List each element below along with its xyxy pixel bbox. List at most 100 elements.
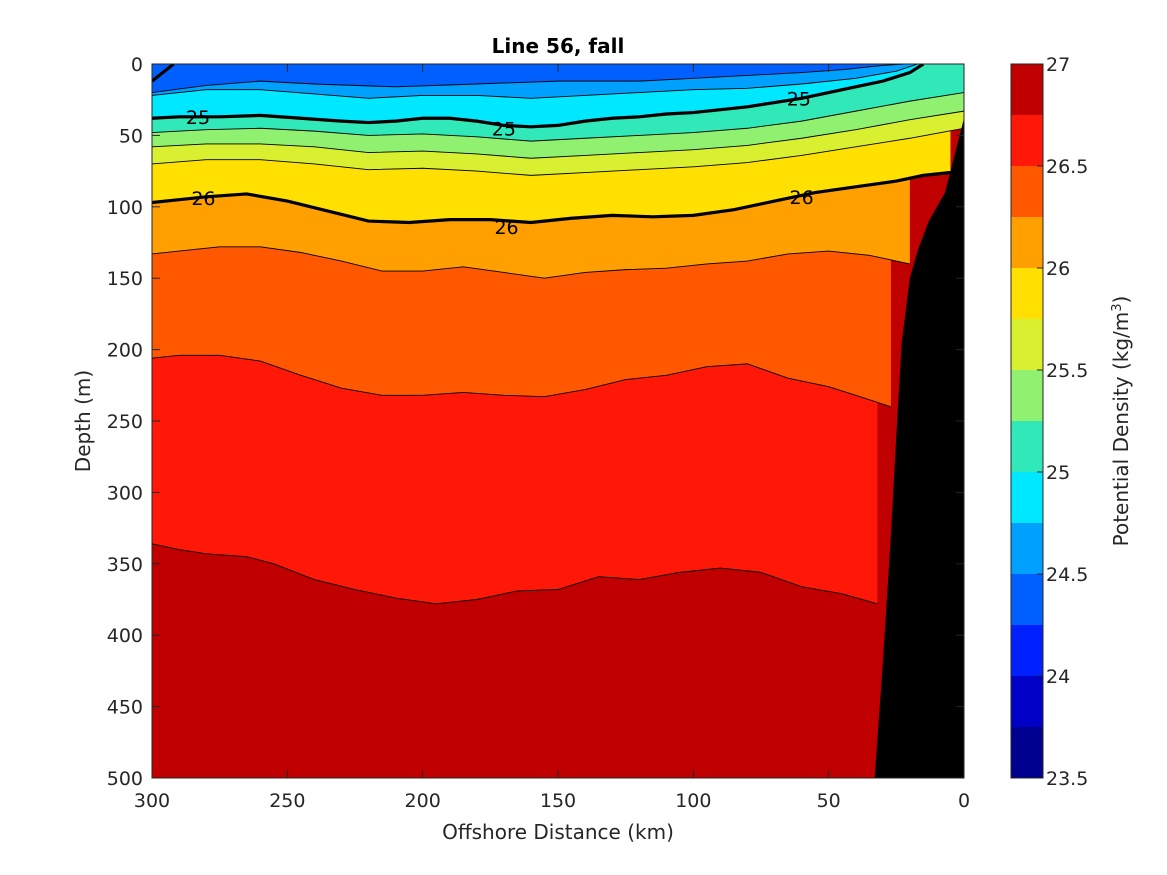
contour-label-text: 26	[790, 187, 814, 209]
axes: 300 250 200 150 100 50 00501001502002503003504…	[107, 54, 970, 812]
y-tick: 200	[107, 340, 964, 362]
contour-label-text: 26	[494, 217, 518, 239]
y-tick: 100	[107, 197, 964, 219]
contour-label-text: 25	[186, 107, 210, 129]
x-tick: 50	[817, 64, 841, 812]
contour-label: 26	[191, 188, 215, 210]
isopycnal-lines	[152, 64, 964, 605]
y-tick: 350	[107, 554, 964, 576]
colorbar-segment	[1011, 727, 1043, 778]
y-tick: 400	[107, 625, 964, 647]
colorbar-segment	[1011, 421, 1043, 472]
contour-label-text: 25	[787, 88, 811, 110]
colorbar-tick: 27	[1037, 54, 1070, 76]
chart-title: Line 56, fall	[492, 34, 625, 58]
x-tick: 150	[540, 64, 576, 812]
x-tick: 100	[675, 64, 711, 812]
colorbar-segment	[1011, 625, 1043, 676]
x-tick-label: 150	[540, 790, 576, 812]
x-tick-label: 50	[817, 790, 841, 812]
colorbar-tick: 26.5	[1037, 156, 1088, 178]
contour-label: 25	[186, 107, 210, 129]
colorbar-tick-label: 26	[1046, 258, 1070, 280]
colorbar-segment	[1011, 523, 1043, 574]
colorbar-tick-label: 24.5	[1046, 564, 1088, 586]
y-tick: 50	[119, 125, 964, 147]
y-tick-label: 500	[107, 768, 143, 790]
colorbar-segment	[1011, 370, 1043, 421]
bathymetry	[874, 118, 964, 779]
y-tick-label: 0	[131, 54, 143, 76]
y-tick-label: 400	[107, 625, 143, 647]
colorbar-tick: 23.5	[1037, 768, 1088, 790]
y-tick-label: 450	[107, 697, 143, 719]
x-axis-title: Offshore Distance (km)	[442, 820, 674, 844]
colorbar-tick-label: 26.5	[1046, 156, 1088, 178]
isopycnal-line	[152, 543, 878, 605]
colorbar-segment	[1011, 676, 1043, 727]
y-tick-label: 250	[107, 411, 143, 433]
colorbar-segment	[1011, 115, 1043, 166]
contour-fills	[152, 64, 964, 778]
y-tick: 150	[107, 268, 964, 290]
isopycnal-line	[152, 64, 919, 99]
isopycnal-line	[152, 110, 964, 159]
contour-label-text: 25	[492, 118, 516, 140]
y-tick-label: 100	[107, 197, 143, 219]
isopycnal-line	[152, 354, 892, 408]
y-axis-title: Depth (m)	[71, 370, 95, 472]
colorbar-segment	[1011, 574, 1043, 625]
colorbar-tick-label: 25	[1046, 462, 1070, 484]
colorbar-segment	[1011, 64, 1043, 115]
isopycnal-line	[152, 64, 925, 129]
y-tick-label: 350	[107, 554, 143, 576]
colorbar-title-main: Potential Density (kg/m	[1109, 312, 1133, 547]
y-tick: 300	[107, 482, 964, 504]
contour-label: 26	[790, 187, 814, 209]
colorbar-tick-label: 24	[1046, 666, 1070, 688]
y-tick: 250	[107, 411, 964, 433]
colorbar-tick: 24	[1037, 666, 1070, 688]
isopycnal-line	[152, 127, 964, 176]
colorbar-segment	[1011, 268, 1043, 319]
colorbar-tick: 25	[1037, 462, 1070, 484]
y-tick: 450	[107, 697, 964, 719]
y-tick-label: 150	[107, 268, 143, 290]
colorbar-title-end: )	[1109, 296, 1133, 304]
x-tick: 200	[405, 64, 441, 812]
contour-label: 25	[787, 88, 811, 110]
colorbar-frame	[1010, 63, 1044, 779]
colorbar-title: Potential Density (kg/m3)	[1109, 296, 1133, 547]
isopycnal-line	[152, 92, 964, 142]
colorbar: 23.5 24 24.5 25 25.5 26 26.5 27	[1010, 54, 1088, 790]
seafloor	[874, 118, 964, 779]
colorbar-tick-label: 25.5	[1046, 360, 1088, 382]
isopycnal-line	[152, 64, 905, 94]
y-tick-label: 50	[119, 125, 143, 147]
isopycnal-line	[152, 170, 951, 225]
colorbar-segment	[1011, 472, 1043, 523]
colorbar-segment	[1011, 217, 1043, 268]
x-tick-label: 0	[958, 790, 970, 812]
contour-label-text: 26	[191, 188, 215, 210]
x-tick-label: 250	[269, 790, 305, 812]
x-tick-label: 300	[134, 790, 170, 812]
colorbar-segment	[1011, 166, 1043, 217]
colorbar-tick-label: 27	[1046, 54, 1070, 76]
contour-label: 26	[494, 217, 518, 239]
x-tick: 300	[134, 64, 170, 812]
colorbar-tick: 25.5	[1037, 360, 1088, 382]
y-tick-label: 200	[107, 340, 143, 362]
colorbar-tick: 24.5	[1037, 564, 1088, 586]
colorbar-segment	[1011, 319, 1043, 370]
y-tick-label: 300	[107, 482, 143, 504]
isopycnal-line	[152, 64, 175, 83]
x-tick-label: 200	[405, 790, 441, 812]
colorbar-title-sup: 3	[1110, 303, 1125, 311]
isopycnal-line	[152, 246, 910, 279]
contour-label: 25	[492, 118, 516, 140]
x-tick: 0	[958, 64, 970, 812]
colorbar-tick-label: 23.5	[1046, 768, 1088, 790]
